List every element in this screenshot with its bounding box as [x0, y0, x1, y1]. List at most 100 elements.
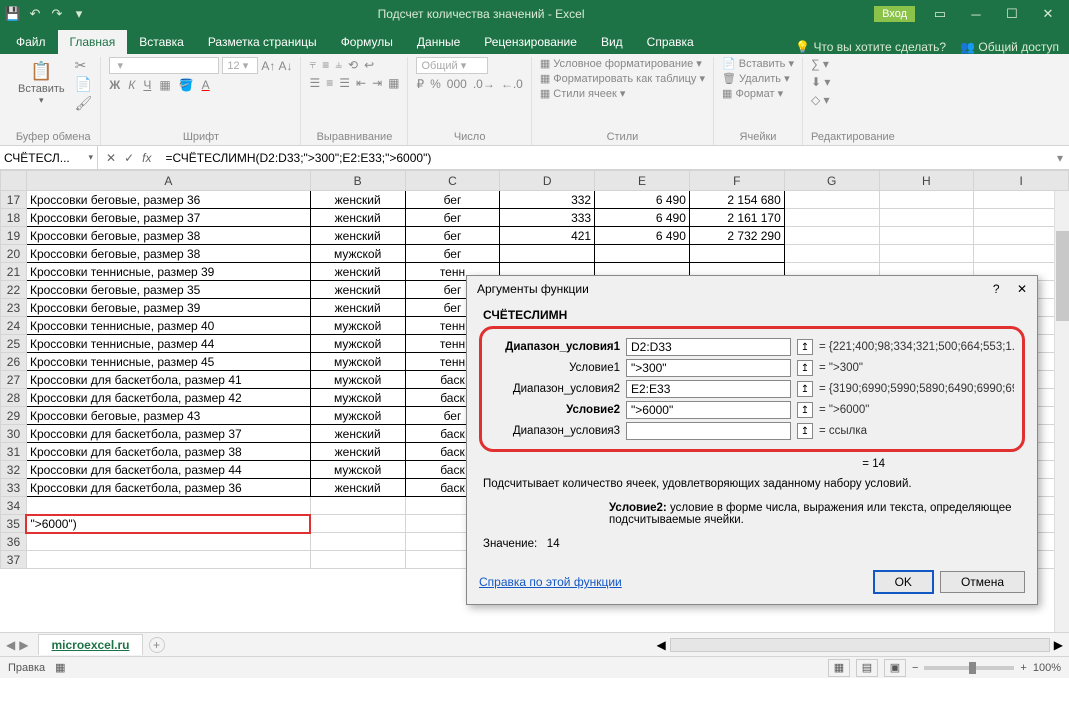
cell[interactable]	[879, 245, 974, 263]
column-header[interactable]: D	[500, 171, 595, 191]
cell[interactable]	[310, 551, 405, 569]
row-header[interactable]: 19	[1, 227, 27, 245]
hscroll-right-icon[interactable]: ▶	[1054, 638, 1063, 652]
signin-button[interactable]: Вход	[874, 6, 915, 22]
cell[interactable]: Кроссовки для баскетбола, размер 38	[26, 443, 310, 461]
cond-format-button[interactable]: ▦ Условное форматирование ▾	[540, 57, 702, 70]
formula-expand-icon[interactable]: ▾	[1051, 151, 1069, 165]
help-link[interactable]: Справка по этой функции	[479, 575, 622, 589]
minimize-icon[interactable]: ─	[959, 3, 993, 25]
sheet-tab[interactable]: microexcel.ru	[38, 634, 142, 655]
cell[interactable]: Кроссовки для баскетбола, размер 41	[26, 371, 310, 389]
bold-icon[interactable]: Ж	[109, 78, 120, 92]
range-select-icon[interactable]: ↥	[797, 402, 813, 418]
row-header[interactable]: 20	[1, 245, 27, 263]
cell[interactable]: мужской	[310, 407, 405, 425]
qat-dropdown-icon[interactable]: ▾	[70, 5, 88, 23]
cell[interactable]: женский	[310, 209, 405, 227]
insert-cells-button[interactable]: 📄 Вставить ▾	[722, 57, 794, 70]
range-select-icon[interactable]: ↥	[797, 381, 813, 397]
tab-help[interactable]: Справка	[635, 30, 706, 54]
cell[interactable]: Кроссовки для баскетбола, размер 42	[26, 389, 310, 407]
cell[interactable]: бег	[405, 245, 500, 263]
cell[interactable]: Кроссовки беговые, размер 35	[26, 281, 310, 299]
range-select-icon[interactable]: ↥	[797, 360, 813, 376]
row-header[interactable]: 26	[1, 353, 27, 371]
row-header[interactable]: 17	[1, 191, 27, 209]
cell[interactable]	[689, 245, 784, 263]
cell[interactable]	[595, 245, 690, 263]
cell[interactable]: Кроссовки для баскетбола, размер 36	[26, 479, 310, 497]
percent-icon[interactable]: %	[430, 77, 441, 91]
column-header[interactable]: I	[974, 171, 1069, 191]
cell[interactable]	[26, 533, 310, 551]
name-box[interactable]: СЧЁТЕСЛ...▾	[0, 146, 98, 169]
hscroll-left-icon[interactable]: ◀	[657, 638, 666, 652]
fx-icon[interactable]: fx	[142, 151, 151, 165]
underline-icon[interactable]: Ч	[143, 78, 151, 92]
cell[interactable]: 2 154 680	[689, 191, 784, 209]
cell[interactable]	[784, 191, 879, 209]
maximize-icon[interactable]: ☐	[995, 3, 1029, 25]
row-header[interactable]: 34	[1, 497, 27, 515]
formula-input[interactable]: =СЧЁТЕСЛИМН(D2:D33;">300";E2:E33;">6000"…	[159, 151, 1051, 165]
italic-icon[interactable]: К	[128, 78, 135, 92]
view-normal-icon[interactable]: ▦	[828, 659, 850, 677]
delete-cells-button[interactable]: 🗑 Удалить ▾	[722, 72, 790, 85]
row-header[interactable]: 27	[1, 371, 27, 389]
redo-icon[interactable]: ↷	[48, 5, 66, 23]
cell[interactable]: 2 161 170	[689, 209, 784, 227]
cell[interactable]	[784, 209, 879, 227]
comma-icon[interactable]: 000	[447, 77, 467, 91]
cell[interactable]: Кроссовки теннисные, размер 40	[26, 317, 310, 335]
cell[interactable]	[310, 533, 405, 551]
cell[interactable]: 333	[500, 209, 595, 227]
cell[interactable]: Кроссовки теннисные, размер 39	[26, 263, 310, 281]
row-header[interactable]: 31	[1, 443, 27, 461]
cancel-formula-icon[interactable]: ✕	[106, 151, 116, 165]
cell[interactable]: женский	[310, 299, 405, 317]
cell[interactable]: мужской	[310, 245, 405, 263]
cell[interactable]	[500, 245, 595, 263]
column-header[interactable]: F	[689, 171, 784, 191]
dialog-close-icon[interactable]: ✕	[1017, 282, 1027, 296]
row-header[interactable]: 32	[1, 461, 27, 479]
add-sheet-icon[interactable]: +	[149, 637, 165, 653]
cell[interactable]: 6 490	[595, 227, 690, 245]
row-header[interactable]: 30	[1, 425, 27, 443]
row-header[interactable]: 25	[1, 335, 27, 353]
cell[interactable]	[879, 227, 974, 245]
row-header[interactable]: 37	[1, 551, 27, 569]
row-header[interactable]: 21	[1, 263, 27, 281]
tab-home[interactable]: Главная	[58, 30, 128, 54]
zoom-out-icon[interactable]: −	[912, 662, 918, 674]
cut-icon[interactable]: ✂	[75, 57, 93, 74]
arg-input[interactable]	[626, 359, 791, 377]
cell[interactable]: Кроссовки беговые, размер 38	[26, 227, 310, 245]
arg-input[interactable]	[626, 422, 791, 440]
indent-decrease-icon[interactable]: ⇤	[356, 76, 366, 90]
view-break-icon[interactable]: ▣	[884, 659, 906, 677]
cell[interactable]: 2 732 290	[689, 227, 784, 245]
row-header[interactable]: 29	[1, 407, 27, 425]
font-size-select[interactable]: 12 ▾	[222, 57, 258, 74]
cell-styles-button[interactable]: ▦ Стили ячеек ▾	[540, 87, 626, 100]
horizontal-scrollbar[interactable]	[670, 638, 1050, 652]
fill-color-icon[interactable]: 🪣	[179, 78, 194, 92]
column-header[interactable]: C	[405, 171, 500, 191]
row-header[interactable]: 36	[1, 533, 27, 551]
fill-icon[interactable]: ⬇ ▾	[811, 75, 830, 89]
cell[interactable]: Кроссовки для баскетбола, размер 37	[26, 425, 310, 443]
cell[interactable]: женский	[310, 425, 405, 443]
select-all-corner[interactable]	[1, 171, 27, 191]
undo-icon[interactable]: ↶	[26, 5, 44, 23]
cell[interactable]: женский	[310, 263, 405, 281]
vertical-scrollbar[interactable]	[1054, 191, 1069, 632]
cell[interactable]: 332	[500, 191, 595, 209]
range-select-icon[interactable]: ↥	[797, 423, 813, 439]
view-layout-icon[interactable]: ▤	[856, 659, 878, 677]
cell[interactable]: Кроссовки беговые, размер 36	[26, 191, 310, 209]
cell[interactable]: Кроссовки теннисные, размер 44	[26, 335, 310, 353]
cell[interactable]	[26, 551, 310, 569]
tab-insert[interactable]: Вставка	[127, 30, 196, 54]
